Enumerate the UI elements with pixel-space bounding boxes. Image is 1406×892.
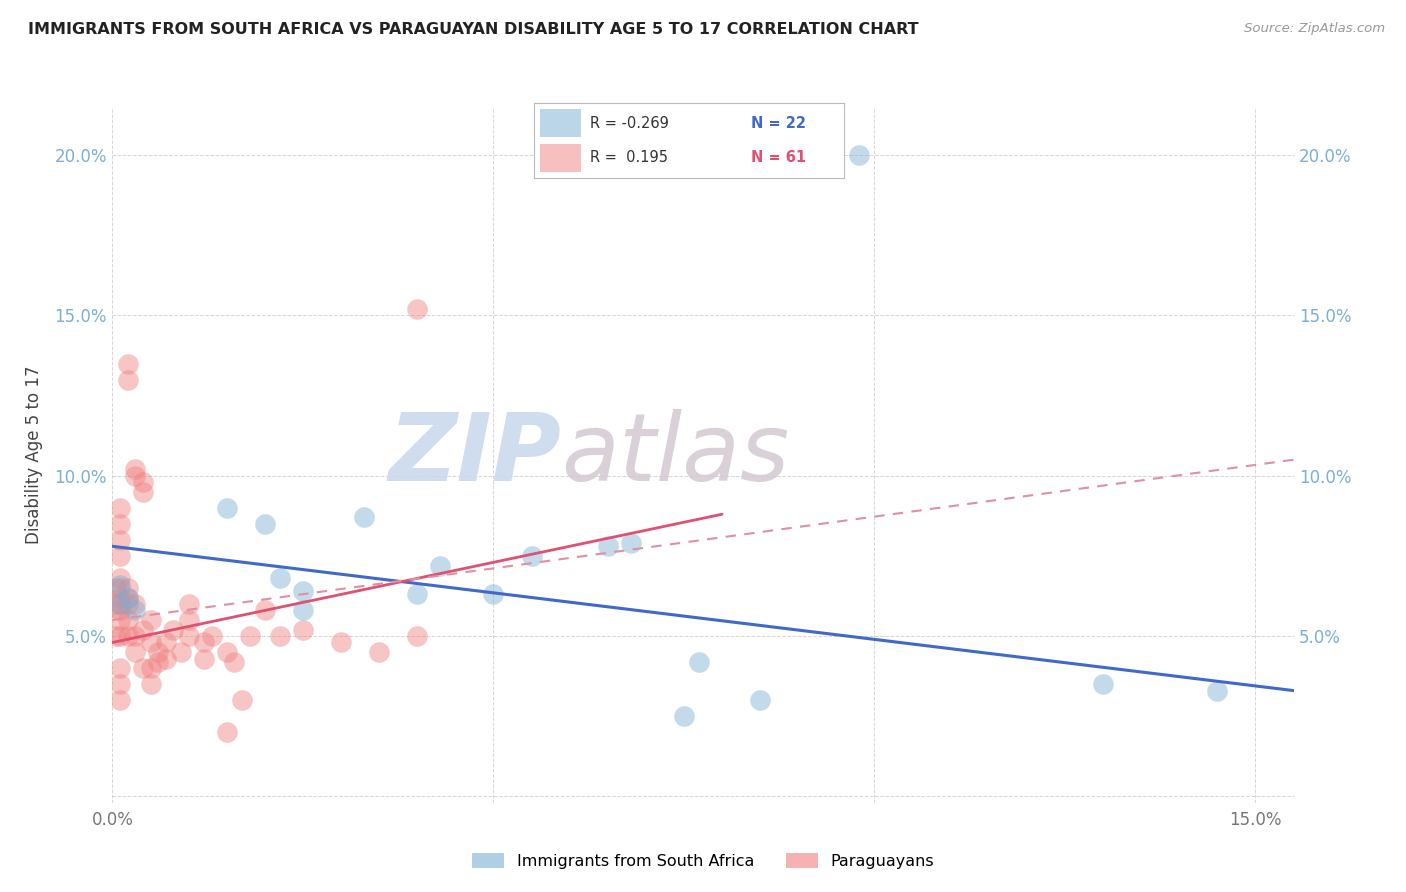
Point <box>108 591 131 605</box>
Point <box>148 655 170 669</box>
Point <box>108 500 131 515</box>
Point <box>108 597 131 611</box>
Point <box>330 635 353 649</box>
Point <box>124 462 146 476</box>
Point <box>117 373 139 387</box>
Bar <box>540 145 581 171</box>
Text: N = 61: N = 61 <box>751 151 806 165</box>
Y-axis label: Disability Age 5 to 17: Disability Age 5 to 17 <box>25 366 44 544</box>
Point <box>253 516 276 531</box>
Point <box>406 301 429 316</box>
Point <box>193 635 215 649</box>
Point <box>429 558 451 573</box>
Legend: Immigrants from South Africa, Paraguayans: Immigrants from South Africa, Paraguayan… <box>465 847 941 875</box>
Point <box>108 693 131 707</box>
Point <box>139 677 162 691</box>
Point <box>162 623 184 637</box>
Point <box>105 629 128 643</box>
Point <box>291 603 314 617</box>
Text: IMMIGRANTS FROM SOUTH AFRICA VS PARAGUAYAN DISABILITY AGE 5 TO 17 CORRELATION CH: IMMIGRANTS FROM SOUTH AFRICA VS PARAGUAY… <box>28 22 918 37</box>
Point <box>139 661 162 675</box>
Point <box>215 500 238 515</box>
Point <box>117 613 139 627</box>
Point <box>132 623 155 637</box>
Point <box>124 629 146 643</box>
Point <box>520 549 543 563</box>
Text: R = -0.269: R = -0.269 <box>591 116 669 130</box>
Point <box>596 539 619 553</box>
Point <box>108 516 131 531</box>
Point <box>269 629 291 643</box>
Point <box>291 584 314 599</box>
Point <box>353 510 375 524</box>
Point <box>482 587 505 601</box>
Point <box>124 603 146 617</box>
Point <box>117 597 139 611</box>
Text: R =  0.195: R = 0.195 <box>591 151 668 165</box>
Point <box>108 597 131 611</box>
Point <box>231 693 253 707</box>
Text: ZIP: ZIP <box>388 409 561 501</box>
Point <box>108 581 131 595</box>
Point <box>1206 683 1229 698</box>
Point <box>155 651 177 665</box>
Point <box>239 629 262 643</box>
Point <box>108 549 131 563</box>
Point <box>117 629 139 643</box>
Point <box>117 591 139 605</box>
Point <box>269 571 291 585</box>
Point <box>253 603 276 617</box>
Point <box>170 645 193 659</box>
Point <box>749 693 772 707</box>
Point <box>105 581 128 595</box>
Point <box>177 613 200 627</box>
Point <box>200 629 222 643</box>
Point <box>105 597 128 611</box>
Point <box>215 725 238 739</box>
Point <box>108 661 131 675</box>
Point <box>155 635 177 649</box>
Point <box>139 613 162 627</box>
Point <box>117 357 139 371</box>
Point <box>117 591 139 605</box>
Point <box>215 645 238 659</box>
Point <box>224 655 246 669</box>
Point <box>117 581 139 595</box>
Text: N = 22: N = 22 <box>751 116 806 130</box>
Point <box>406 629 429 643</box>
Text: atlas: atlas <box>561 409 790 500</box>
Point <box>177 597 200 611</box>
Point <box>177 629 200 643</box>
Point <box>108 629 131 643</box>
Point <box>108 677 131 691</box>
Point <box>368 645 391 659</box>
Point <box>124 645 146 659</box>
Point <box>406 587 429 601</box>
Point <box>193 651 215 665</box>
Point <box>620 536 643 550</box>
Point <box>139 635 162 649</box>
Point <box>124 468 146 483</box>
Point <box>108 533 131 547</box>
Point <box>672 709 695 723</box>
Point <box>108 613 131 627</box>
Point <box>108 578 131 592</box>
Point <box>148 645 170 659</box>
Point <box>688 655 710 669</box>
Point <box>132 475 155 490</box>
Point <box>132 661 155 675</box>
Point <box>108 603 131 617</box>
Point <box>848 148 870 162</box>
Bar <box>540 110 581 136</box>
Point <box>124 597 146 611</box>
Point <box>1092 677 1115 691</box>
Point <box>108 571 131 585</box>
Text: Source: ZipAtlas.com: Source: ZipAtlas.com <box>1244 22 1385 36</box>
Point <box>291 623 314 637</box>
Point <box>132 484 155 499</box>
